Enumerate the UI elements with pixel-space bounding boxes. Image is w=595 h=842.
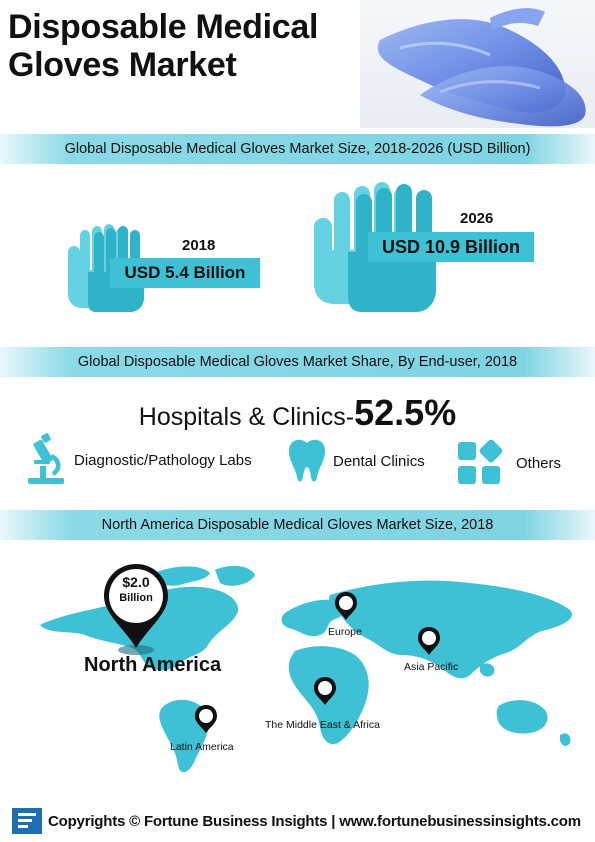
- grid-icon: [458, 440, 502, 484]
- hospitals-clinics-headline: Hospitals & Clinics-52.5%: [0, 392, 595, 434]
- region-label-asia-pacific: Asia Pacific: [404, 661, 459, 673]
- microscope-icon: [28, 433, 64, 484]
- title-line-1: Disposable Medical: [8, 8, 319, 46]
- gloves-hero-image: [360, 0, 595, 128]
- pin-value: $2.0: [122, 574, 150, 590]
- year-2018-label: 2018: [182, 237, 216, 254]
- lead-label: Hospitals & Clinics-: [138, 403, 355, 431]
- title-line-2: Gloves Market: [8, 46, 237, 84]
- latin-america-pin-icon: [195, 705, 217, 733]
- category-label: Dental Clinics: [333, 452, 425, 470]
- section-band-north-america: North America Disposable Medical Gloves …: [0, 510, 595, 540]
- category-label: Others: [516, 454, 562, 472]
- region-label-europe: Europe: [328, 626, 362, 638]
- pin-unit: Billion: [119, 592, 153, 604]
- lead-value: 52.5%: [354, 392, 457, 433]
- fbi-logo-icon: [12, 808, 42, 834]
- category-label: Diagnostic/Pathology Labs: [74, 451, 252, 469]
- north-america-pin-icon: [104, 564, 168, 655]
- value-2026-box: USD 10.9 Billion: [368, 232, 534, 262]
- section-band-market-size: Global Disposable Medical Gloves Market …: [0, 134, 595, 164]
- region-label-latin-america: Latin America: [170, 741, 234, 753]
- category-diagnostic: Diagnostic/Pathology Labs: [24, 432, 252, 488]
- section-heading: North America Disposable Medical Gloves …: [101, 517, 494, 533]
- page-title: Disposable Medical Gloves Market: [8, 8, 378, 84]
- year-2026-label: 2026: [460, 210, 494, 227]
- middle-east-africa-pin-icon: [314, 677, 336, 705]
- section-heading: Global Disposable Medical Gloves Market …: [64, 141, 531, 157]
- tooth-icon: [289, 439, 325, 482]
- section-band-market-share: Global Disposable Medical Gloves Market …: [0, 347, 595, 377]
- north-america-label: North America: [84, 654, 222, 676]
- europe-pin-icon: [335, 592, 357, 620]
- asia-pacific-pin-icon: [418, 627, 440, 655]
- category-others: Others: [456, 440, 561, 486]
- section-heading: Global Disposable Medical Gloves Market …: [77, 354, 518, 370]
- footer: Copyrights © Fortune Business Insights |…: [0, 804, 595, 838]
- category-dental: Dental Clinics: [287, 437, 425, 485]
- copyright-text: Copyrights © Fortune Business Insights |…: [48, 812, 581, 830]
- region-label-middle-east-africa: The Middle East & Africa: [265, 719, 380, 731]
- value-2018-box: USD 5.4 Billion: [110, 258, 260, 288]
